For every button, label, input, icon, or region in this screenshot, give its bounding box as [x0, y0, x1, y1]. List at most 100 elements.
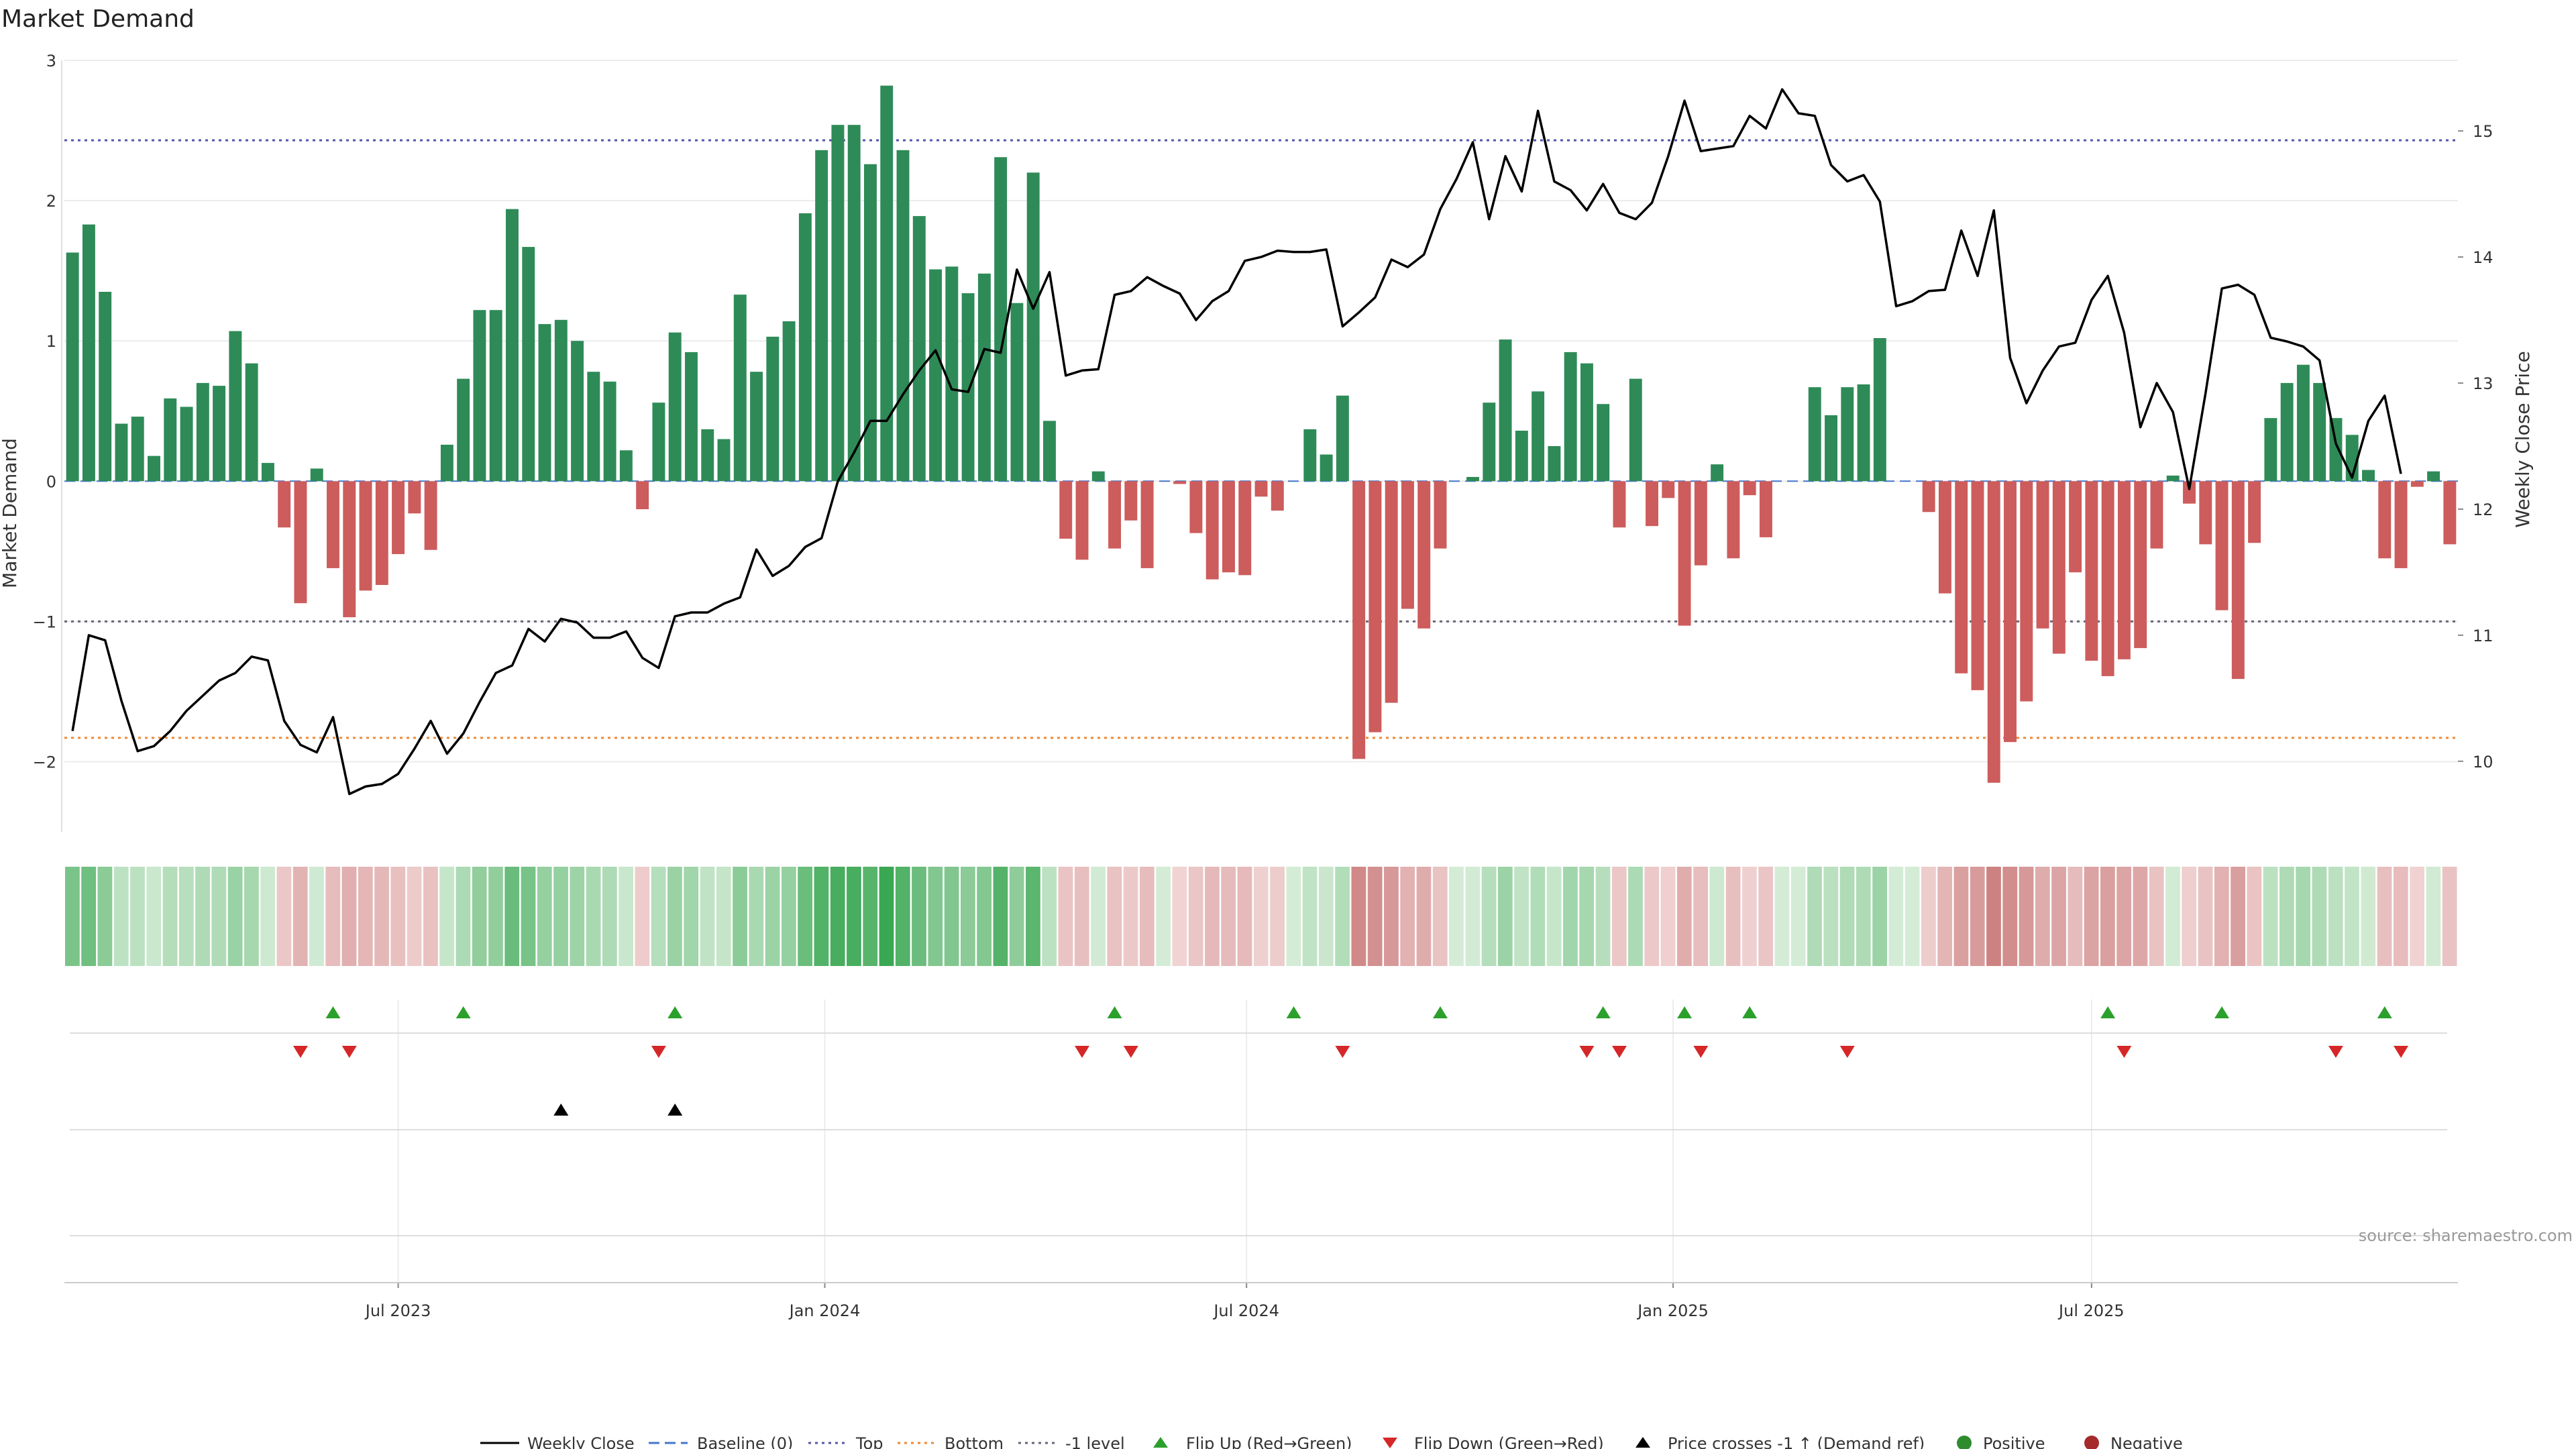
heat-cell	[1856, 867, 1871, 966]
flip-down-marker	[341, 1046, 357, 1058]
heat-cell	[309, 867, 324, 966]
heat-cell	[1481, 867, 1497, 966]
demand-bar	[2215, 481, 2229, 610]
flip-down-marker	[1123, 1046, 1138, 1058]
heat-cell	[472, 867, 487, 966]
heat-cell	[700, 867, 715, 966]
demand-bar	[1743, 481, 1756, 496]
demand-bar	[571, 341, 584, 482]
heat-cell	[863, 867, 878, 966]
demand-bar	[1140, 481, 1154, 568]
heat-cell	[765, 867, 780, 966]
heat-cell	[651, 867, 666, 966]
source-note: source: sharemaestro.com	[2359, 1226, 2573, 1245]
heat-cell	[423, 867, 438, 966]
demand-bar	[261, 463, 274, 482]
heat-cell	[2149, 867, 2164, 966]
heat-cell	[1611, 867, 1627, 966]
heat-cell	[1986, 867, 2001, 966]
heat-cell	[716, 867, 731, 966]
heat-cell	[1384, 867, 1399, 966]
heat-cell	[65, 867, 80, 966]
demand-bar	[278, 481, 291, 528]
heat-cell	[2296, 867, 2311, 966]
demand-bar	[2150, 481, 2163, 549]
legend-positive-label: Positive	[1983, 1434, 2045, 1449]
demand-bar	[977, 273, 991, 482]
legend-positive-swatch	[1957, 1436, 1972, 1449]
demand-bar	[196, 382, 209, 482]
demand-bar	[701, 429, 714, 482]
heat-cell	[586, 867, 601, 966]
demand-bar	[2264, 418, 2277, 482]
demand-bar	[1417, 481, 1431, 629]
heat-cell	[2247, 867, 2262, 966]
demand-bar	[2117, 481, 2131, 659]
heat-cell	[1026, 867, 1040, 966]
legend-negative-label: Negative	[2110, 1434, 2183, 1449]
demand-bar	[522, 247, 535, 482]
heat-cell	[1758, 867, 1774, 966]
legend-negative-swatch	[2084, 1436, 2099, 1449]
heat-cell	[1628, 867, 1643, 966]
heat-cell	[1156, 867, 1171, 966]
heat-cell	[455, 867, 471, 966]
legend-cross-label: Price crosses -1 ↑ (Demand ref)	[1668, 1434, 1925, 1449]
heat-cell	[814, 867, 829, 966]
heat-cell	[1009, 867, 1024, 966]
legend-cross-swatch	[1635, 1437, 1650, 1448]
heat-cell	[2328, 867, 2343, 966]
demand-bar	[2231, 481, 2245, 680]
demand-bar	[2313, 382, 2326, 482]
heat-cell	[488, 867, 503, 966]
heat-cell	[1107, 867, 1122, 966]
heat-cell	[81, 867, 97, 966]
signal-markers	[292, 1006, 2409, 1116]
demand-bar	[375, 481, 388, 585]
heat-cell	[1823, 867, 1839, 966]
legend-flip-down-label: Flip Down (Green→Red)	[1414, 1434, 1604, 1449]
demand-bar	[2085, 481, 2098, 661]
heat-cell	[358, 867, 373, 966]
heat-cell	[195, 867, 210, 966]
demand-bar	[1694, 481, 1707, 566]
demand-bar	[2134, 481, 2147, 649]
demand-bar	[1646, 481, 1658, 527]
demand-bar	[2036, 481, 2049, 629]
demand-bar	[1124, 481, 1138, 521]
heat-cell	[1725, 867, 1741, 966]
heat-cell	[1644, 867, 1660, 966]
demand-bar	[1580, 363, 1593, 482]
demand-bar	[1515, 431, 1528, 482]
heat-cell	[993, 867, 1008, 966]
heat-cell	[570, 867, 585, 966]
heat-cell	[1416, 867, 1432, 966]
flip-down-marker	[1839, 1046, 1855, 1058]
demand-bar	[1254, 481, 1268, 497]
flip-down-marker	[1611, 1046, 1627, 1058]
demand-bar	[2443, 481, 2457, 545]
demand-bar	[961, 293, 975, 482]
heat-cell	[113, 867, 129, 966]
heat-cell	[1921, 867, 1936, 966]
y-right-tick-label: 12	[2473, 500, 2493, 519]
demand-bar	[2362, 470, 2375, 482]
demand-bar	[148, 455, 160, 482]
heat-cell	[374, 867, 389, 966]
heat-cell	[2442, 867, 2457, 966]
price-line-layer	[71, 88, 2402, 796]
demand-bar	[619, 450, 633, 482]
demand-bar	[1548, 446, 1561, 482]
heat-cell	[130, 867, 145, 966]
demand-bar	[864, 164, 877, 482]
price-cross-marker	[667, 1104, 683, 1116]
heat-cell	[2426, 867, 2441, 966]
demand-bar	[1987, 481, 2000, 783]
heat-cell	[1432, 867, 1448, 966]
demand-bar	[2069, 481, 2082, 573]
heat-cell	[1807, 867, 1822, 966]
demand-bar	[2427, 471, 2440, 482]
demand-bar	[1564, 352, 1577, 482]
demand-bar	[506, 209, 519, 482]
